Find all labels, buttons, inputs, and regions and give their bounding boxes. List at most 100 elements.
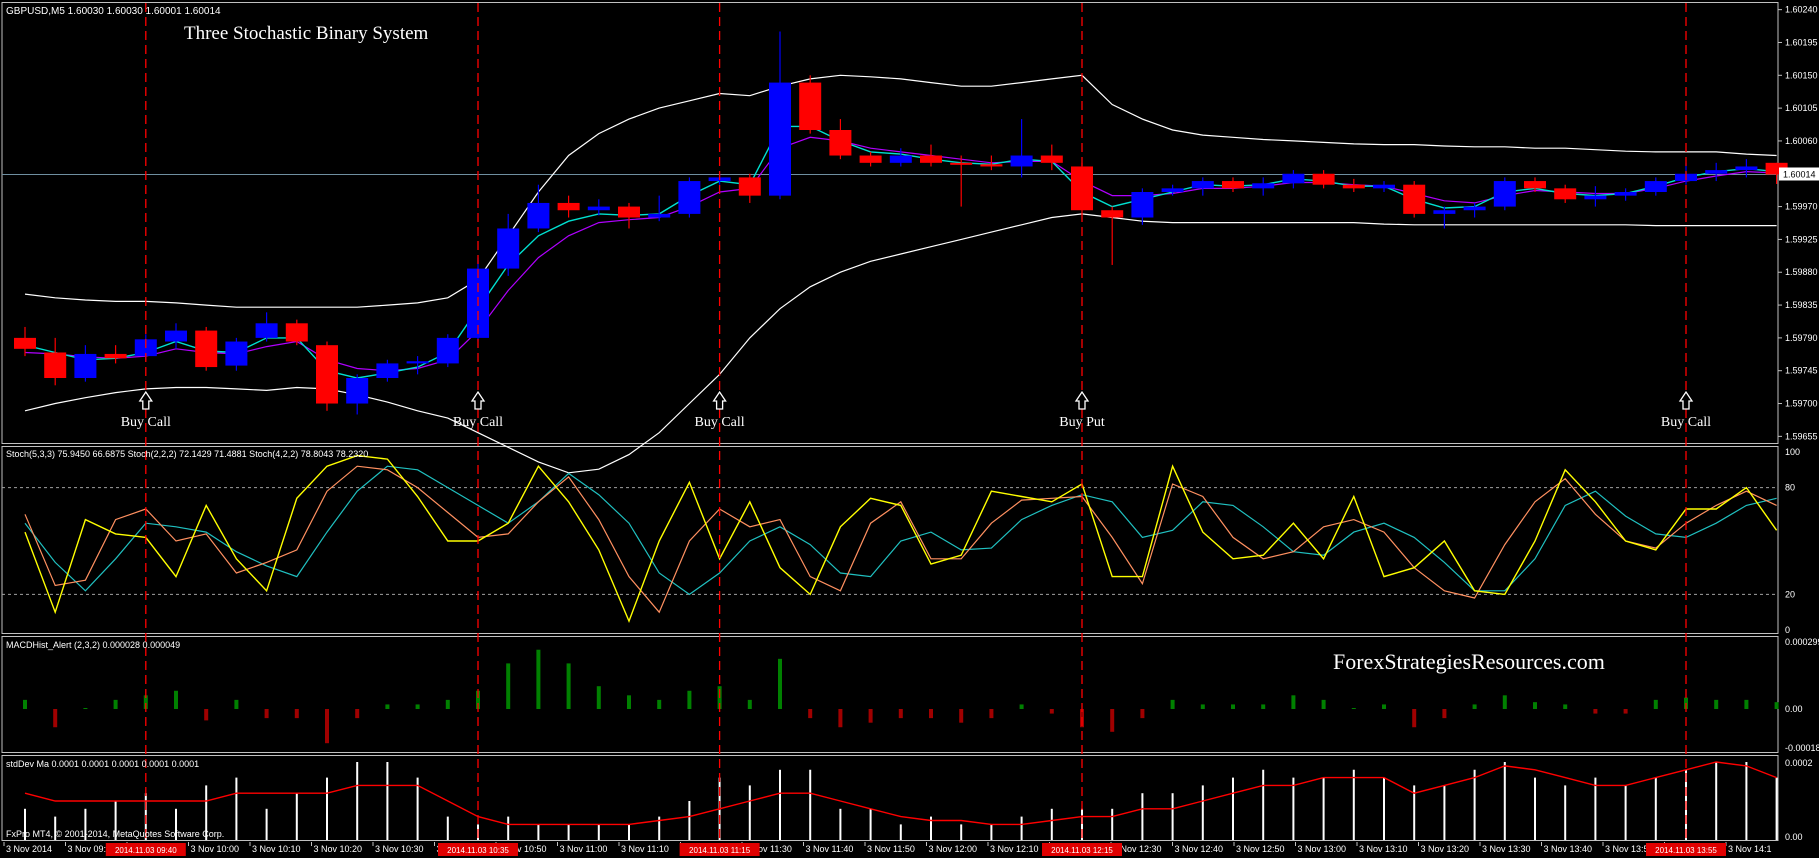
candle-bull bbox=[1584, 195, 1607, 200]
candle-bear bbox=[195, 330, 218, 368]
time-tick-label: 3 Nov 11:10 bbox=[621, 844, 669, 854]
price-tick-label: 1.59655 bbox=[1785, 431, 1818, 441]
macd-legend: MACDHist_Alert (2,3,2) 0.000028 0.000049 bbox=[6, 640, 180, 650]
time-highlight-label: 2014.11.03 10:35 bbox=[447, 846, 509, 855]
time-tick-label: 3 Nov 10:50 bbox=[498, 844, 547, 854]
macd-panel-frame bbox=[1, 636, 1779, 753]
candle-bull bbox=[648, 213, 671, 218]
macd-histogram-bar bbox=[1714, 699, 1719, 709]
candle-bull bbox=[376, 363, 399, 378]
time-tick-label: 3 Nov 11:00 bbox=[560, 844, 608, 854]
signal-label: Buy Call bbox=[121, 415, 171, 430]
price-tick-label: 1.60240 bbox=[1785, 5, 1818, 15]
candle-bull bbox=[1705, 170, 1728, 174]
macd-histogram-bar bbox=[627, 695, 631, 709]
candle-bull bbox=[436, 337, 459, 364]
signal-arrow-up-icon bbox=[470, 390, 486, 410]
candle-bull bbox=[406, 361, 429, 364]
macd-histogram-bar bbox=[1110, 709, 1115, 732]
macd-histogram-bar bbox=[1261, 704, 1266, 709]
macd-histogram-bar bbox=[1382, 704, 1386, 709]
candle-bear bbox=[1403, 184, 1426, 214]
macd-tick-label: 0.000299 bbox=[1785, 637, 1819, 647]
candle-bear bbox=[829, 130, 852, 156]
macd-histogram-bar bbox=[1351, 708, 1356, 709]
stddev-ma-line bbox=[24, 761, 1777, 826]
current-price-badge bbox=[1779, 167, 1819, 181]
macd-layer bbox=[23, 649, 1779, 744]
candle-bear bbox=[1222, 181, 1244, 189]
time-tick-label: 3 Nov 09:40 bbox=[68, 844, 117, 854]
macd-histogram-bar bbox=[264, 709, 269, 719]
candle-bull bbox=[678, 181, 701, 214]
macd-histogram-bar bbox=[174, 690, 178, 709]
time-highlight-badge bbox=[438, 843, 518, 856]
candle-bull bbox=[255, 323, 278, 338]
candle-bear bbox=[859, 155, 882, 163]
time-tick-label: 3 Nov 13:20 bbox=[1421, 844, 1470, 854]
candle-bear bbox=[14, 337, 36, 349]
macd-histogram-bar bbox=[1623, 709, 1628, 714]
macd-histogram-bar bbox=[1533, 702, 1537, 709]
macd-histogram-bar bbox=[1774, 702, 1779, 709]
candle-bear bbox=[104, 353, 127, 359]
candle-bear bbox=[799, 82, 822, 130]
candle-bear bbox=[1040, 155, 1063, 163]
signal-label: Buy Call bbox=[453, 415, 503, 430]
watermark-text: ForexStrategiesResources.com bbox=[1333, 649, 1605, 674]
macd-histogram-bar bbox=[1231, 704, 1235, 709]
candle-bull bbox=[1010, 155, 1033, 167]
time-tick-label: 3 Nov 13:30 bbox=[1482, 844, 1531, 854]
candle-bull bbox=[1161, 188, 1184, 192]
signal-label: Buy Put bbox=[1059, 415, 1105, 430]
macd-histogram-bar bbox=[566, 663, 571, 709]
price-tick-label: 1.59745 bbox=[1785, 366, 1818, 376]
candle-bull bbox=[74, 353, 97, 378]
bollinger-upper-line bbox=[24, 74, 1777, 308]
candle-bull bbox=[225, 341, 248, 366]
candle-bear bbox=[316, 345, 338, 404]
macd-histogram-bar bbox=[143, 695, 148, 709]
candle-bear bbox=[1524, 181, 1546, 189]
candle-bull bbox=[1433, 210, 1456, 214]
candle-bear bbox=[44, 352, 67, 378]
stoch-4-2-2-line bbox=[24, 465, 1777, 614]
macd-tick-label: -0.000181 bbox=[1785, 743, 1819, 753]
time-tick-label: 3 Nov 14:1 bbox=[1728, 844, 1772, 854]
candle-bull bbox=[1644, 181, 1667, 192]
candle-bull bbox=[346, 378, 369, 404]
candle-bull bbox=[527, 202, 550, 229]
candle-bull bbox=[1191, 181, 1214, 189]
macd-histogram-bar bbox=[1563, 704, 1568, 709]
macd-histogram-bar bbox=[838, 709, 843, 728]
price-tick-label: 1.60105 bbox=[1785, 103, 1818, 113]
macd-histogram-bar bbox=[445, 699, 450, 709]
time-highlight-label: 2014.11.03 09:40 bbox=[115, 846, 177, 855]
signals-layer: Buy Call Buy Call Buy Call Buy Put Buy Call bbox=[121, 3, 1711, 840]
price-tick-label: 1.59925 bbox=[1785, 234, 1818, 244]
stoch-tick-label: 100 bbox=[1785, 447, 1800, 457]
macd-histogram-bar bbox=[1200, 704, 1205, 709]
candle-bear bbox=[1101, 210, 1124, 218]
macd-histogram-bar bbox=[355, 709, 360, 719]
time-tick-label: 3 Nov 11:30 bbox=[744, 844, 792, 854]
time-highlight-badge bbox=[1042, 843, 1122, 856]
price-layer bbox=[14, 31, 1788, 474]
candle-bull bbox=[497, 228, 520, 269]
time-tick-label: 3 Nov 12:10 bbox=[990, 844, 1039, 854]
macd-histogram-bar bbox=[1442, 709, 1447, 719]
candle-bear bbox=[920, 155, 942, 163]
price-tick-label: 1.59790 bbox=[1785, 333, 1818, 343]
candle-bear bbox=[618, 206, 640, 218]
macd-histogram-bar bbox=[53, 709, 58, 728]
time-tick-label: 3 Nov 10:30 bbox=[375, 844, 424, 854]
stoch-tick-label: 20 bbox=[1785, 589, 1795, 599]
stoch-legend: Stoch(5,3,3) 75.9450 66.6875 Stoch(2,2,2… bbox=[6, 449, 368, 459]
time-tick-label: 3 Nov 11:50 bbox=[867, 844, 915, 854]
macd-histogram-bar bbox=[506, 663, 511, 709]
macd-histogram-bar bbox=[83, 708, 88, 709]
time-tick-label: 3 Nov 10:00 bbox=[191, 844, 240, 854]
price-tick-label: 1.59700 bbox=[1785, 399, 1818, 409]
macd-histogram-bar bbox=[1593, 709, 1598, 714]
